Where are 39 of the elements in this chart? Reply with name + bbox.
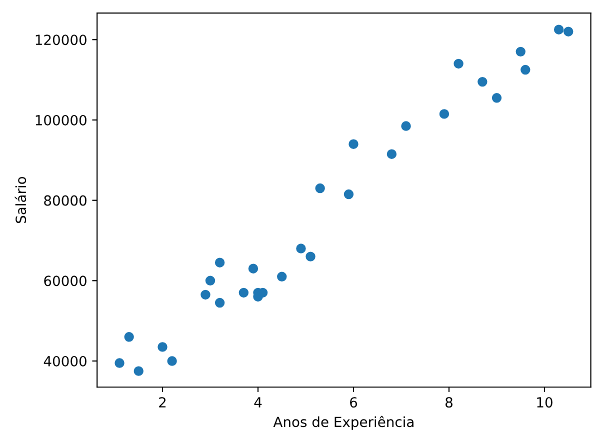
point bbox=[516, 46, 526, 57]
y-tick-label: 120000 bbox=[36, 34, 86, 46]
point bbox=[439, 109, 450, 119]
point bbox=[167, 356, 177, 366]
point bbox=[344, 189, 354, 200]
y-tick-label: 60000 bbox=[44, 276, 86, 286]
point bbox=[200, 290, 210, 300]
point bbox=[564, 26, 574, 36]
point bbox=[134, 366, 144, 376]
point bbox=[315, 183, 325, 194]
point bbox=[277, 272, 287, 282]
point bbox=[306, 252, 316, 262]
y-tick-label: 40000 bbox=[44, 356, 86, 366]
point bbox=[214, 258, 225, 268]
point bbox=[554, 24, 564, 34]
x-tick-label: 4 bbox=[254, 397, 262, 408]
point bbox=[114, 358, 124, 368]
point bbox=[478, 76, 488, 87]
point bbox=[348, 139, 358, 149]
x-tick-label: 6 bbox=[350, 397, 358, 408]
point bbox=[454, 58, 464, 69]
point bbox=[124, 332, 134, 342]
point bbox=[492, 93, 502, 103]
point bbox=[248, 264, 258, 274]
point bbox=[238, 288, 249, 298]
y-axis-title: Salário bbox=[14, 176, 26, 224]
point bbox=[386, 149, 397, 159]
x-tick-label: 2 bbox=[159, 397, 166, 408]
x-axis-title: Anos de Experiência bbox=[273, 416, 414, 430]
point bbox=[520, 64, 530, 75]
y-tick-label: 100000 bbox=[36, 114, 86, 126]
point bbox=[296, 244, 306, 254]
point bbox=[214, 298, 225, 308]
point bbox=[158, 342, 168, 352]
point bbox=[401, 121, 411, 131]
x-tick-label: 8 bbox=[446, 397, 452, 408]
y-tick-label: 80000 bbox=[44, 195, 86, 206]
x-tick-label: 10 bbox=[537, 397, 552, 408]
point bbox=[205, 276, 216, 286]
